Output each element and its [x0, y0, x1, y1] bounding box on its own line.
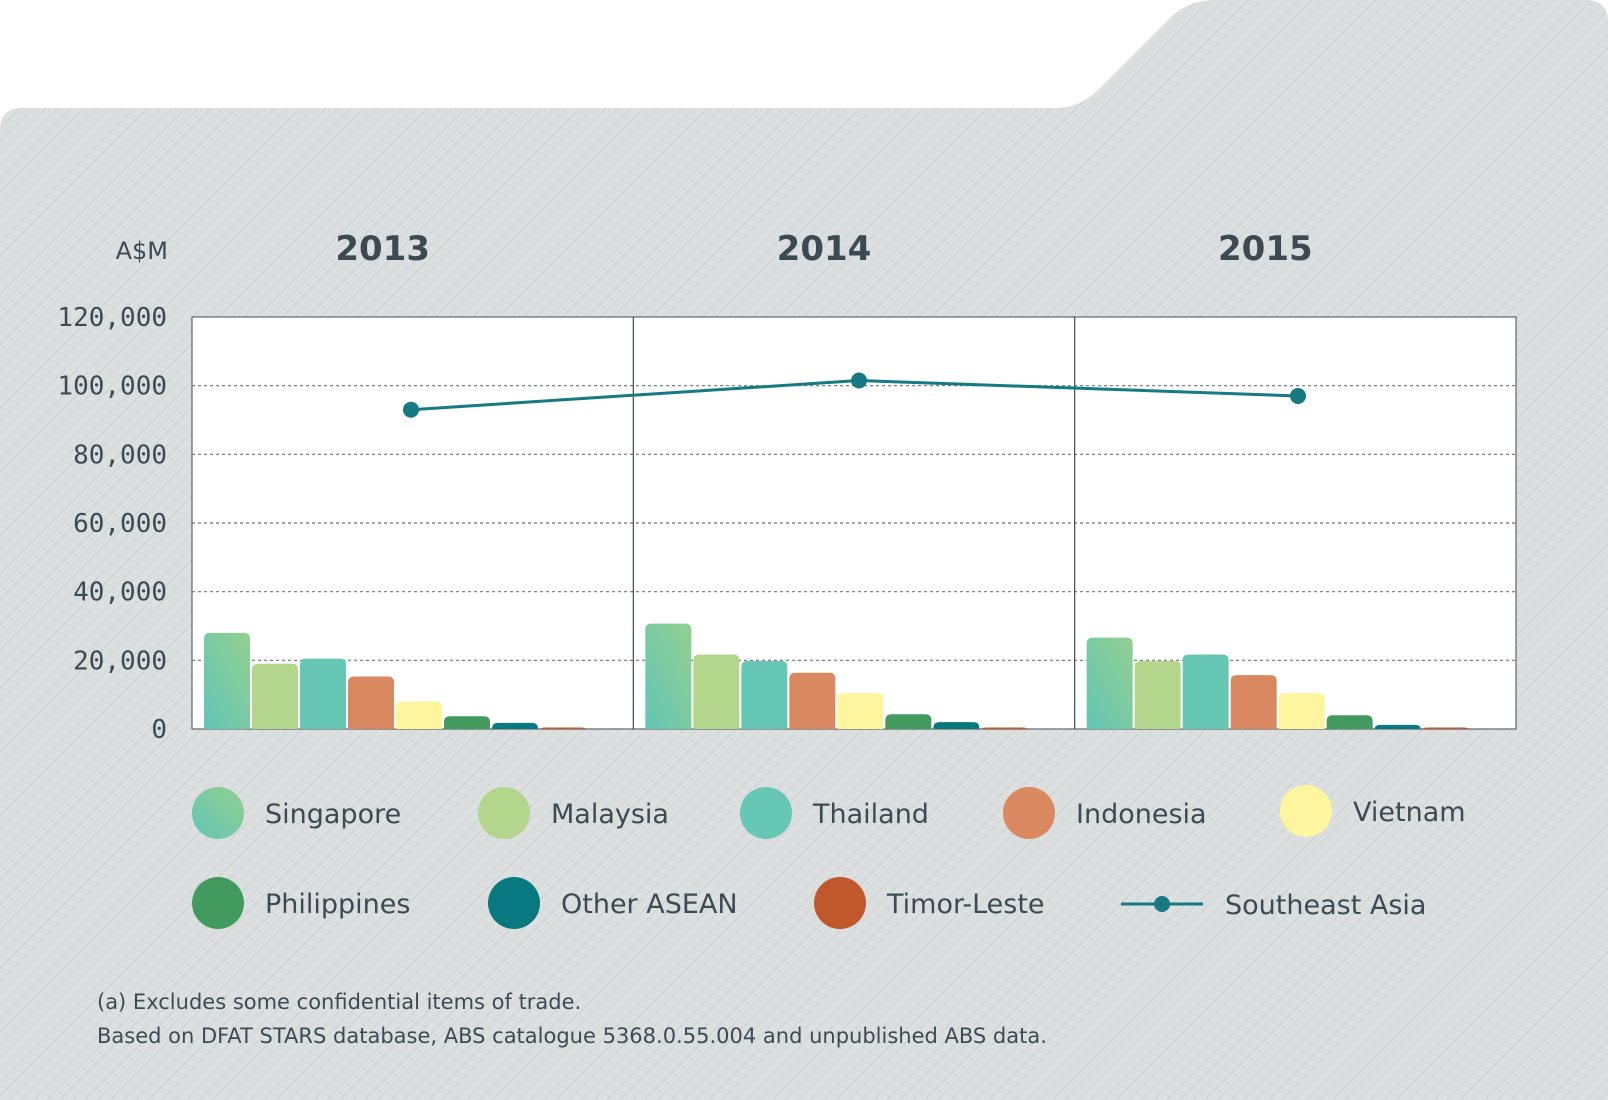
legend-label: Southeast Asia — [1225, 890, 1426, 921]
bar-indonesia-2014 — [789, 672, 836, 729]
y-tick-label: 20,000 — [73, 646, 167, 676]
y-tick-label: 120,000 — [57, 303, 167, 333]
legend-swatch-vietnam — [1280, 785, 1332, 837]
bar-philippines-2015 — [1326, 715, 1373, 729]
bars — [204, 623, 1469, 729]
footnote-2: Based on DFAT STARS database, ABS catalo… — [97, 1024, 1047, 1048]
southeast-asia-point-2013 — [403, 401, 419, 418]
y-tick-label: 80,000 — [73, 440, 167, 470]
legend-swatch-philippines — [192, 877, 244, 929]
category-label: 2015 — [1218, 229, 1313, 269]
y-tick-label: 60,000 — [73, 509, 167, 539]
legend-label: Other ASEAN — [561, 889, 738, 920]
legend-label: Singapore — [265, 799, 401, 830]
southeast-asia-point-2014 — [851, 372, 867, 389]
legend: Singapore Malaysia Thailand Indonesia Vietna… — [192, 785, 1466, 929]
bar-thailand-2014 — [741, 661, 788, 729]
category-label: 2014 — [777, 229, 872, 269]
y-tick-label: 100,000 — [57, 372, 167, 402]
bar-thailand-2015 — [1182, 654, 1229, 729]
category-label: 2013 — [335, 229, 430, 269]
legend-label: Timor-Leste — [886, 889, 1045, 920]
bar-philippines-2014 — [885, 714, 932, 729]
bar-other-asean-2014 — [933, 722, 980, 729]
bar-singapore-2015 — [1086, 637, 1133, 729]
legend-label: Vietnam — [1353, 797, 1466, 828]
bar-singapore-2013 — [204, 632, 250, 729]
y-axis: 0 20,000 40,000 60,000 80,000 100,000 120,000 — [57, 303, 167, 745]
legend-label: Thailand — [812, 799, 929, 830]
legend-marker-southeast-asia — [1154, 896, 1170, 912]
legend-swatch-other-asean — [488, 877, 540, 929]
y-tick-label: 0 — [151, 715, 167, 745]
bar-vietnam-2013 — [396, 701, 442, 729]
legend-swatch-indonesia — [1003, 787, 1055, 839]
bar-thailand-2013 — [300, 658, 346, 729]
bar-malaysia-2014 — [693, 654, 740, 729]
x-axis: 2013 2014 2015 — [335, 229, 1312, 269]
footnote-1: (a) Excludes some confidential items of … — [97, 990, 581, 1014]
y-tick-label: 40,000 — [73, 578, 167, 608]
bar-vietnam-2015 — [1278, 692, 1325, 729]
bar-vietnam-2014 — [837, 692, 884, 729]
bar-malaysia-2013 — [252, 663, 298, 729]
legend-swatch-singapore — [192, 787, 244, 839]
legend-label: Indonesia — [1076, 799, 1207, 830]
bar-timor-leste-2014 — [981, 727, 1028, 729]
bar-philippines-2013 — [444, 716, 490, 729]
bar-indonesia-2015 — [1230, 675, 1277, 729]
bar-indonesia-2013 — [348, 676, 394, 729]
bar-other-asean-2015 — [1374, 724, 1421, 729]
southeast-asia-point-2015 — [1290, 387, 1306, 404]
line-series — [403, 372, 1306, 418]
legend-label: Philippines — [265, 889, 410, 920]
bar-singapore-2014 — [645, 623, 692, 729]
legend-swatch-timor-leste — [814, 877, 866, 929]
y-axis-label: A$M — [116, 237, 168, 265]
legend-label: Malaysia — [551, 799, 669, 830]
legend-swatch-malaysia — [478, 787, 530, 839]
bar-other-asean-2013 — [492, 722, 538, 729]
legend-swatch-thailand — [740, 787, 792, 839]
bar-timor-leste-2013 — [540, 727, 586, 729]
bar-timor-leste-2015 — [1422, 727, 1469, 729]
bar-malaysia-2015 — [1134, 661, 1181, 729]
